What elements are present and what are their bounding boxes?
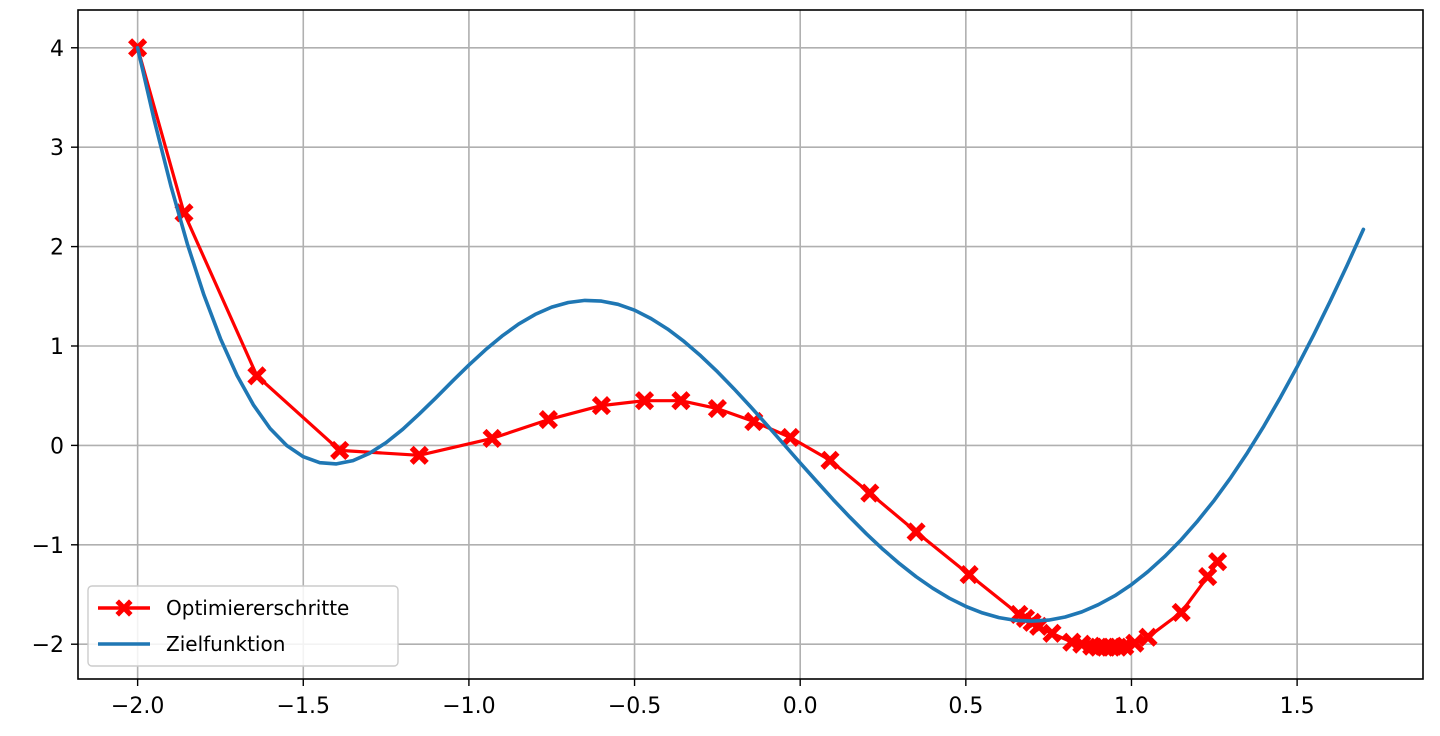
legend-box: [87, 585, 399, 667]
series-layer: [128, 38, 1366, 657]
x-tick-label: −2.0: [111, 694, 164, 719]
data-point: [1171, 602, 1191, 622]
plot-frame: [77, 9, 1424, 680]
series-zielfunktion: [135, 46, 1366, 623]
y-axis: −2 −1 0 1 2 3 4: [32, 37, 78, 658]
x-tick-label: −1.0: [442, 694, 495, 719]
x-tick-label: 0.0: [783, 694, 818, 719]
y-tick-label: −2: [32, 633, 64, 658]
data-point: [538, 410, 558, 430]
x-tick-label: 1.0: [1114, 694, 1149, 719]
data-point: [482, 428, 502, 448]
legend-item: Zielfunktion: [98, 632, 285, 656]
legend-label: Optimiererschritte: [166, 596, 349, 620]
data-point: [330, 440, 350, 460]
data-point: [1198, 567, 1218, 587]
data-point: [634, 391, 655, 411]
legend-label: Zielfunktion: [166, 632, 285, 656]
data-point: [671, 391, 691, 411]
x-tick-label: −1.5: [277, 694, 330, 719]
x-tick-label: 0.5: [948, 694, 983, 719]
data-point: [780, 427, 800, 447]
x-axis: −2.0 −1.5 −1.0 −0.5 0.0 0.5 1.0 1.5: [111, 679, 1315, 719]
data-point: [1042, 623, 1062, 643]
y-tick-label: 2: [50, 236, 64, 261]
data-point: [707, 399, 727, 419]
legend-item: Optimiererschritte: [98, 596, 349, 620]
y-tick-label: 3: [50, 136, 64, 161]
legend: Optimiererschritte Zielfunktion: [87, 585, 399, 667]
data-point: [959, 565, 979, 585]
data-point: [409, 445, 429, 465]
y-tick-label: 0: [50, 434, 64, 459]
series-line: [135, 46, 1366, 623]
x-tick-label: 1.5: [1280, 694, 1315, 719]
data-point: [860, 483, 880, 503]
data-point: [906, 522, 926, 542]
x-tick-label: −0.5: [608, 694, 661, 719]
data-point: [820, 450, 840, 470]
data-point: [247, 366, 267, 386]
data-point: [1138, 627, 1158, 647]
y-tick-label: 1: [50, 335, 64, 360]
data-point: [591, 396, 611, 416]
legend-marker: [115, 599, 133, 617]
y-tick-label: −1: [32, 534, 64, 559]
data-point: [1208, 552, 1228, 572]
y-tick-label: 4: [50, 37, 64, 62]
